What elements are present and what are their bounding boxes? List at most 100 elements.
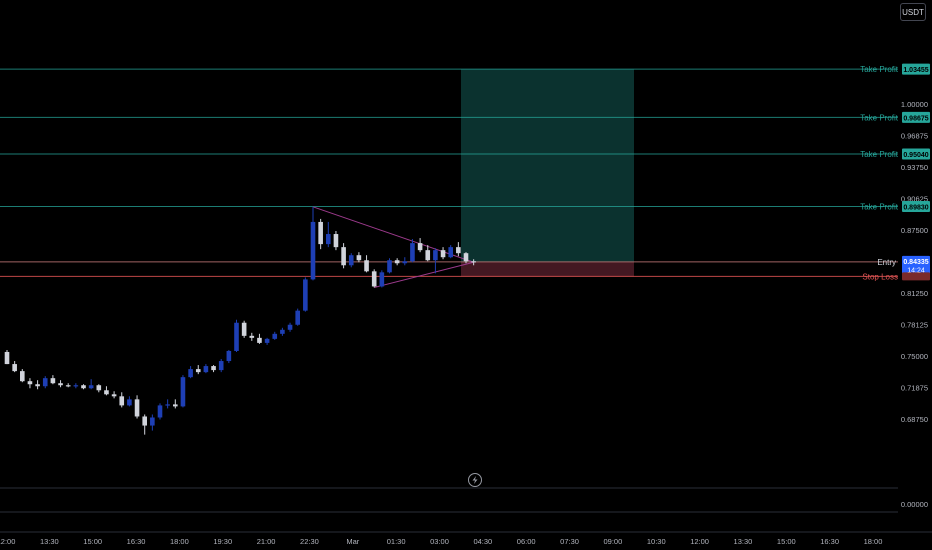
candle-body bbox=[65, 385, 71, 387]
candle[interactable] bbox=[402, 257, 408, 266]
candle[interactable] bbox=[280, 327, 285, 336]
candle[interactable] bbox=[364, 255, 369, 273]
candle[interactable] bbox=[241, 320, 247, 338]
x-tick-label: 12:00 bbox=[690, 537, 709, 546]
candle[interactable] bbox=[303, 277, 308, 312]
x-tick-label: 07:30 bbox=[560, 537, 579, 546]
candle-body bbox=[272, 333, 278, 339]
candle[interactable] bbox=[356, 252, 362, 263]
y-axis[interactable]: 1.00000 0.96875 0.93750 0.90625 0.87500 0.812… bbox=[901, 100, 928, 509]
candle-body bbox=[157, 405, 163, 418]
candle[interactable] bbox=[88, 379, 94, 390]
candle[interactable] bbox=[165, 399, 170, 409]
candle[interactable] bbox=[203, 364, 209, 374]
candle[interactable] bbox=[272, 331, 278, 340]
candle[interactable] bbox=[341, 243, 346, 269]
candle[interactable] bbox=[42, 376, 48, 389]
candle[interactable] bbox=[249, 332, 255, 341]
x-tick-label: 22:30 bbox=[300, 537, 319, 546]
candle[interactable] bbox=[58, 380, 63, 388]
candle[interactable] bbox=[463, 252, 469, 264]
candle[interactable] bbox=[456, 242, 461, 257]
candle-body bbox=[463, 253, 469, 262]
candle-body bbox=[180, 377, 186, 407]
y-tick-label: 0.71875 bbox=[901, 384, 928, 393]
level-lines[interactable] bbox=[0, 68, 898, 277]
candle[interactable] bbox=[218, 359, 224, 373]
candle[interactable] bbox=[348, 253, 354, 268]
candle[interactable] bbox=[448, 245, 453, 259]
candle[interactable] bbox=[410, 239, 415, 263]
lightning-icon[interactable] bbox=[468, 473, 482, 487]
candle[interactable] bbox=[20, 369, 25, 383]
candle[interactable] bbox=[150, 414, 155, 431]
candle[interactable] bbox=[387, 258, 392, 274]
candle-body bbox=[433, 250, 438, 261]
candle[interactable] bbox=[157, 403, 163, 420]
triangle-lower-line[interactable] bbox=[374, 261, 474, 288]
x-tick-label: 13:30 bbox=[40, 537, 59, 546]
candle[interactable] bbox=[287, 322, 293, 332]
candle[interactable] bbox=[180, 375, 186, 408]
y-tick-label: 1.00000 bbox=[901, 100, 928, 109]
candle[interactable] bbox=[134, 395, 140, 419]
candle[interactable] bbox=[50, 375, 56, 385]
candle[interactable] bbox=[326, 221, 331, 248]
candle[interactable] bbox=[35, 380, 40, 390]
candle[interactable] bbox=[394, 258, 400, 266]
candle[interactable] bbox=[226, 349, 232, 364]
candle[interactable] bbox=[379, 270, 385, 288]
candle[interactable] bbox=[73, 383, 79, 389]
candle-body bbox=[425, 250, 431, 261]
candle[interactable] bbox=[127, 396, 132, 407]
candle[interactable] bbox=[27, 378, 33, 389]
candle[interactable] bbox=[318, 218, 323, 250]
candle[interactable] bbox=[234, 319, 239, 352]
candle[interactable] bbox=[211, 365, 216, 373]
candle[interactable] bbox=[173, 399, 178, 409]
candle[interactable] bbox=[333, 231, 339, 251]
candle-body bbox=[119, 396, 125, 406]
y-tick-label: 0.93750 bbox=[901, 163, 928, 172]
x-tick-label: 15:00 bbox=[83, 537, 102, 546]
candle[interactable] bbox=[195, 365, 201, 375]
x-tick-label: 21:00 bbox=[257, 537, 276, 546]
candle-body bbox=[402, 261, 408, 264]
candle-body bbox=[195, 369, 201, 373]
candle[interactable] bbox=[371, 269, 377, 288]
currency-button[interactable]: USDT bbox=[900, 3, 926, 21]
candle[interactable] bbox=[81, 384, 86, 390]
candle[interactable] bbox=[111, 391, 117, 399]
candle[interactable] bbox=[440, 247, 446, 260]
candle[interactable] bbox=[417, 238, 423, 253]
candle[interactable] bbox=[12, 361, 17, 373]
candle[interactable] bbox=[310, 206, 316, 281]
candle[interactable] bbox=[264, 337, 270, 345]
loss-zone[interactable] bbox=[461, 261, 634, 277]
candle[interactable] bbox=[471, 259, 476, 266]
candle[interactable] bbox=[433, 248, 438, 274]
candle[interactable] bbox=[65, 383, 71, 388]
x-tick-label: Mar bbox=[346, 537, 359, 546]
x-tick-label: 13:30 bbox=[734, 537, 753, 546]
candle[interactable] bbox=[142, 414, 147, 435]
candle-body bbox=[58, 383, 63, 386]
candle[interactable] bbox=[4, 349, 10, 365]
candles[interactable] bbox=[4, 206, 476, 435]
triangle-upper-line[interactable] bbox=[312, 206, 474, 263]
candle[interactable] bbox=[188, 366, 193, 379]
candle[interactable] bbox=[257, 333, 262, 344]
candle[interactable] bbox=[104, 386, 109, 396]
candle-body bbox=[371, 271, 377, 287]
triangle-pattern[interactable] bbox=[312, 206, 474, 288]
candle[interactable] bbox=[119, 392, 125, 408]
x-tick-label: 18:00 bbox=[170, 537, 189, 546]
candle[interactable] bbox=[295, 308, 300, 326]
profit-zone[interactable] bbox=[461, 69, 634, 262]
x-tick-label: 10:30 bbox=[647, 537, 666, 546]
x-axis[interactable]: 12:00 13:30 15:00 16:30 18:00 19:30 21:00 22:30… bbox=[0, 531, 932, 546]
candle[interactable] bbox=[96, 384, 102, 393]
candle[interactable] bbox=[425, 245, 431, 262]
position-zones[interactable] bbox=[461, 69, 634, 277]
